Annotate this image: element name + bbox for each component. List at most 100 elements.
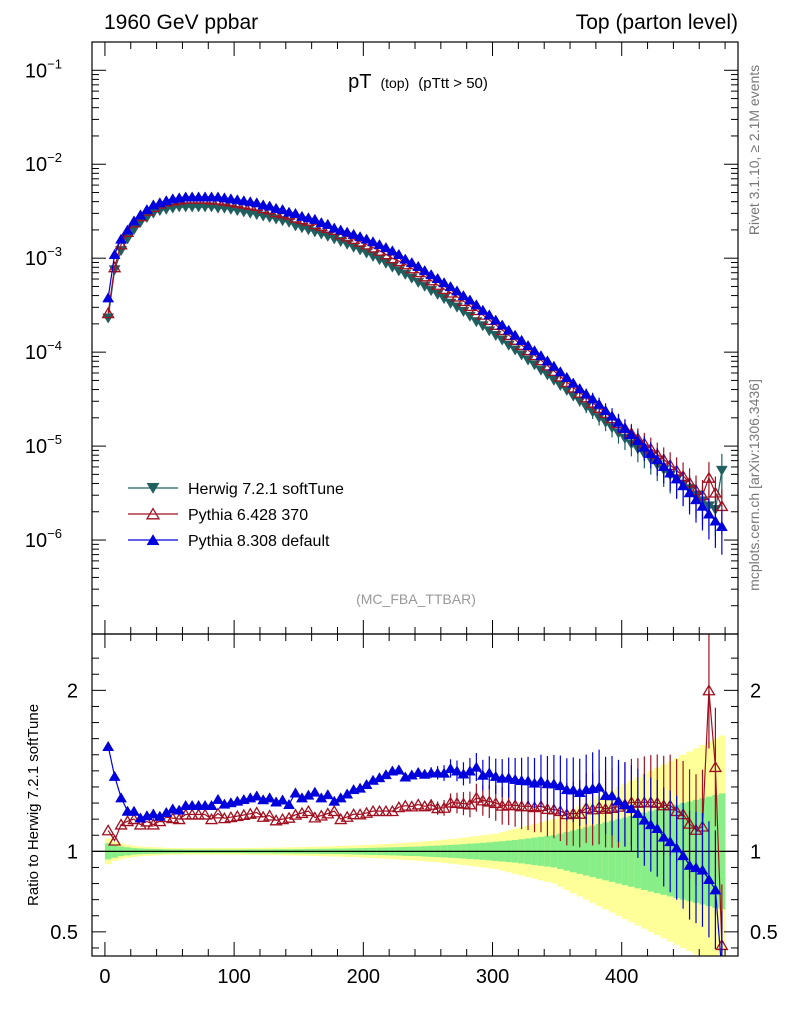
ratio-point (619, 798, 631, 810)
legend-label: Pythia 8.308 default (188, 533, 330, 550)
ratio-point (470, 761, 483, 772)
data-point (664, 467, 677, 478)
data-point (438, 277, 451, 288)
ratio-point (683, 859, 696, 870)
data-point (412, 260, 425, 271)
data-point (102, 292, 115, 303)
legend: Herwig 7.2.1 softTune Pythia 6.428 370 Pyt… (128, 481, 344, 550)
ratio-point (521, 799, 535, 812)
data-point (392, 248, 405, 259)
ratio-point (690, 862, 702, 873)
ratio-y-tick-label: 2 (67, 680, 78, 702)
ratio-point (263, 809, 277, 821)
ratio-point (276, 794, 289, 805)
legend-label: Pythia 6.428 370 (188, 507, 308, 524)
main-title-top: (top) (380, 75, 409, 91)
data-point (625, 429, 638, 440)
data-point (599, 404, 612, 416)
ratio-point (430, 801, 445, 814)
ratio-point (612, 795, 625, 806)
data-point (263, 200, 276, 211)
ratio-point (708, 760, 723, 773)
series-line (107, 196, 723, 527)
data-point (560, 371, 573, 382)
ratio-point (631, 807, 644, 818)
data-point (289, 207, 302, 219)
x-tick-label: 400 (605, 966, 638, 988)
data-point (450, 290, 464, 302)
ratio-point (321, 789, 334, 800)
data-point (444, 281, 457, 292)
ratio-point (346, 807, 361, 820)
ratio-point (191, 808, 206, 820)
data-point (457, 290, 470, 301)
ratio-point (443, 796, 458, 808)
legend-marker (146, 482, 160, 494)
ratio-y-tick-label-right: 0.5 (750, 922, 778, 944)
ratio-bands (92, 735, 738, 956)
ratio-point (153, 814, 167, 827)
data-point (496, 335, 509, 346)
data-point (399, 253, 412, 264)
data-point (451, 285, 463, 296)
ratio-point (522, 775, 534, 786)
legend-item-0: Herwig 7.2.1 softTune (128, 481, 344, 498)
main-title-cut: (pTtt > 50) (418, 75, 488, 92)
ratio-point (553, 804, 567, 817)
ratio-point (308, 786, 321, 797)
data-point (677, 480, 690, 491)
ratio-panel (101, 634, 729, 975)
data-point (547, 360, 560, 371)
data-point (638, 441, 651, 452)
main-title-pt: pT (348, 71, 371, 93)
ratio-point (146, 818, 161, 830)
data-point (683, 487, 696, 498)
ratio-point (709, 884, 722, 895)
ratio-point (677, 850, 690, 861)
data-point (334, 224, 347, 235)
data-point (469, 303, 484, 316)
ratio-point (398, 799, 412, 811)
data-point (347, 228, 360, 239)
data-point (522, 339, 534, 351)
ratio-point (385, 804, 400, 817)
ratio-point (535, 775, 547, 786)
data-point (651, 454, 664, 465)
ratio-point (289, 787, 302, 798)
watermark: (MC_FBA_TTBAR) (356, 591, 476, 607)
data-point (715, 465, 728, 476)
data-point (502, 324, 515, 335)
ratio-point (463, 798, 477, 810)
main-series (101, 191, 729, 555)
ratio-point (502, 772, 515, 783)
ratio-point (451, 765, 463, 776)
data-point (405, 257, 418, 268)
ratio-point (263, 792, 276, 803)
data-point (495, 323, 509, 336)
ratio-y-tick-label-right: 1 (750, 841, 761, 863)
ratio-point (282, 811, 296, 823)
data-point (690, 494, 702, 505)
ratio-point (444, 762, 457, 774)
x-tick-label: 300 (476, 966, 509, 988)
ratio-point (547, 778, 560, 789)
ratio-point (372, 804, 387, 817)
ratio-point (327, 804, 341, 817)
data-point (509, 345, 522, 356)
ratio-point (166, 803, 179, 814)
header-left: 1960 GeV ppbar (104, 11, 258, 34)
ratio-point (567, 784, 580, 795)
ratio-point (476, 794, 490, 806)
data-point (644, 447, 657, 458)
ratio-point (502, 798, 516, 811)
ratio-point (283, 798, 295, 810)
ratio-point (651, 822, 664, 833)
ratio-point (508, 799, 522, 811)
y-tick-label: 10−1 (25, 56, 62, 82)
ratio-y-tick-label-right: 2 (750, 680, 761, 702)
data-point (283, 206, 295, 217)
ratio-point (716, 966, 727, 975)
ratio-point (204, 812, 219, 825)
data-point (276, 204, 289, 215)
data-point (425, 269, 438, 280)
